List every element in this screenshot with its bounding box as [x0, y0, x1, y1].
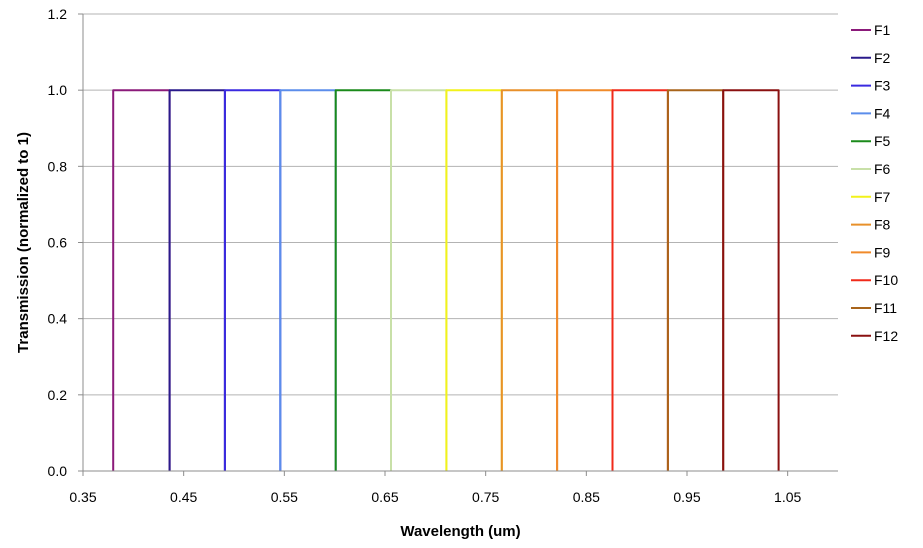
x-tick-labels: 0.35 0.45 0.55 0.65 0.75 0.85 0.95 1.05 — [69, 489, 801, 505]
legend: F1 F2 F3 F4 F5 F6 F7 F8 F9 F10 F11 F12 — [851, 22, 898, 344]
y-tick-label: 0.2 — [48, 387, 68, 403]
x-tick-label: 0.55 — [271, 489, 298, 505]
legend-label-f10: F10 — [874, 272, 898, 288]
y-tick-label: 0.8 — [48, 158, 68, 174]
legend-label-f3: F3 — [874, 78, 891, 94]
legend-label-f7: F7 — [874, 189, 891, 205]
x-tick-label: 1.05 — [774, 489, 801, 505]
x-tick-label: 0.65 — [371, 489, 398, 505]
y-axis-title: Transmission (normalized to 1) — [15, 132, 32, 353]
y-tick-label: 1.0 — [48, 82, 68, 98]
series-line-f12 — [722, 89, 780, 471]
y-tick-label: 0.0 — [48, 463, 68, 479]
y-tick-label: 0.6 — [48, 235, 68, 251]
y-tick-label: 1.2 — [48, 6, 68, 22]
x-tick-label: 0.35 — [69, 489, 96, 505]
legend-label-f2: F2 — [874, 50, 891, 66]
series-lines — [112, 89, 780, 471]
legend-label-f4: F4 — [874, 105, 891, 121]
y-tick-labels: 0.0 0.2 0.4 0.6 0.8 1.0 1.2 — [48, 6, 68, 479]
x-tick-label: 0.95 — [673, 489, 700, 505]
legend-label-f1: F1 — [874, 22, 891, 38]
x-axis-title: Wavelength (um) — [400, 523, 520, 540]
x-tick-label: 0.85 — [573, 489, 600, 505]
legend-label-f8: F8 — [874, 217, 891, 233]
x-tick-label: 0.45 — [170, 489, 197, 505]
legend-label-f12: F12 — [874, 328, 898, 344]
axes — [78, 13, 838, 476]
legend-label-f11: F11 — [874, 300, 897, 316]
x-tick-label: 0.75 — [472, 489, 499, 505]
y-tick-label: 0.4 — [48, 311, 68, 327]
legend-label-f9: F9 — [874, 244, 891, 260]
legend-label-f6: F6 — [874, 161, 891, 177]
legend-label-f5: F5 — [874, 133, 891, 149]
